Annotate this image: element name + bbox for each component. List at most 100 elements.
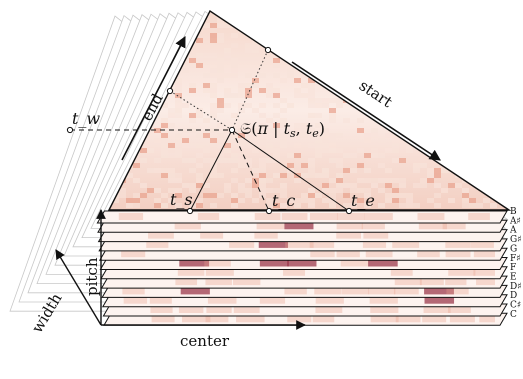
heatmap-cell [210, 203, 217, 208]
heatmap-cell [427, 123, 434, 128]
heatmap-cell [392, 143, 399, 148]
heatmap-cell [462, 173, 469, 178]
heatmap-cell [455, 143, 462, 148]
heatmap-cell [378, 163, 385, 168]
note-block [336, 231, 362, 239]
heatmap-cell [427, 138, 434, 143]
heatmap-cell [224, 158, 231, 163]
heatmap-cell [427, 93, 434, 98]
note-block [309, 240, 335, 248]
pitch-class-label: A♯ [509, 216, 521, 226]
heatmap-cell [462, 193, 469, 198]
heatmap-cell [259, 178, 266, 183]
heatmap-cell [378, 178, 385, 183]
heatmap-cell [315, 148, 322, 153]
heatmap-cell [189, 183, 196, 188]
heatmap-cell [392, 88, 399, 93]
heatmap-cell [231, 203, 238, 208]
heatmap-cell [280, 133, 287, 138]
heatmap-cell [392, 103, 399, 108]
heatmap-cell [189, 168, 196, 173]
heatmap-cell [490, 83, 497, 88]
heatmap-cell [518, 178, 523, 183]
heatmap-cell [175, 83, 182, 88]
heatmap-cell [119, 188, 126, 193]
heatmap-cell [364, 63, 371, 68]
heatmap-cell [336, 18, 343, 23]
heatmap-cell [357, 33, 364, 38]
heatmap-cell [518, 118, 523, 123]
pitch-class-label: G [510, 244, 517, 254]
heatmap-cell [364, 23, 371, 28]
heatmap-cell [336, 188, 343, 193]
heatmap-cell [189, 128, 196, 133]
heatmap-cell [273, 113, 280, 118]
heatmap-cell [343, 43, 350, 48]
heatmap-cell [175, 133, 182, 138]
t-s-line [189, 129, 233, 212]
heatmap-cell [511, 48, 518, 53]
heatmap-cell [175, 88, 182, 93]
t-w-point [66, 126, 74, 134]
heatmap-cell [259, 168, 266, 173]
heatmap-cell [231, 73, 238, 78]
heatmap-cell [385, 113, 392, 118]
note-block [206, 306, 232, 313]
heatmap-cell [280, 188, 287, 193]
heatmap-cell [287, 198, 294, 203]
note-block [448, 268, 476, 276]
heatmap-cell [273, 173, 280, 178]
t-w-label: t_w [72, 109, 100, 128]
heatmap-cell [385, 63, 392, 68]
heatmap-cell [336, 178, 343, 183]
note-block [417, 250, 440, 258]
note-block [336, 250, 360, 258]
heatmap-cell [357, 198, 364, 203]
heatmap-cell [413, 163, 420, 168]
heatmap-cell [518, 158, 523, 163]
heatmap-cell [434, 23, 441, 28]
heatmap-cell [364, 188, 371, 193]
heatmap-cell [154, 138, 161, 143]
heatmap-cell [224, 48, 231, 53]
heatmap-cell [259, 113, 266, 118]
heatmap-cell [154, 158, 161, 163]
heatmap-cell [329, 98, 336, 103]
heatmap-cell [273, 103, 280, 108]
heatmap-cell [287, 163, 294, 168]
heatmap-cell [217, 143, 224, 148]
heatmap-cell [518, 53, 523, 58]
heatmap-cell [511, 23, 518, 28]
heatmap-cell [413, 98, 420, 103]
heatmap-cell [490, 28, 497, 33]
heatmap-cell [378, 113, 385, 118]
note-block [390, 268, 413, 276]
heatmap-cell [469, 43, 476, 48]
heatmap-cell [217, 133, 224, 138]
heatmap-cell [210, 73, 217, 78]
heatmap-cell [455, 123, 462, 128]
heatmap-cell [231, 158, 238, 163]
heatmap-cell [175, 113, 182, 118]
heatmap-cell [224, 143, 231, 148]
heatmap-cell [455, 78, 462, 83]
heatmap-cell [280, 28, 287, 33]
heatmap-cell [343, 168, 350, 173]
heatmap-cell [483, 43, 490, 48]
heatmap-cell [371, 43, 378, 48]
heatmap-cell [161, 143, 168, 148]
heatmap-cell [112, 198, 119, 203]
t-e-point [345, 207, 353, 215]
heatmap-cell [441, 168, 448, 173]
end-point [166, 87, 174, 95]
heatmap-cell [252, 128, 259, 133]
heatmap-cell [399, 83, 406, 88]
heatmap-cell [245, 178, 252, 183]
heatmap-cell [189, 63, 196, 68]
heatmap-cell [455, 183, 462, 188]
heatmap-cell [217, 158, 224, 163]
heatmap-cell [448, 198, 455, 203]
heatmap-cell [385, 43, 392, 48]
heatmap-cell [392, 133, 399, 138]
heatmap-cell [245, 23, 252, 28]
